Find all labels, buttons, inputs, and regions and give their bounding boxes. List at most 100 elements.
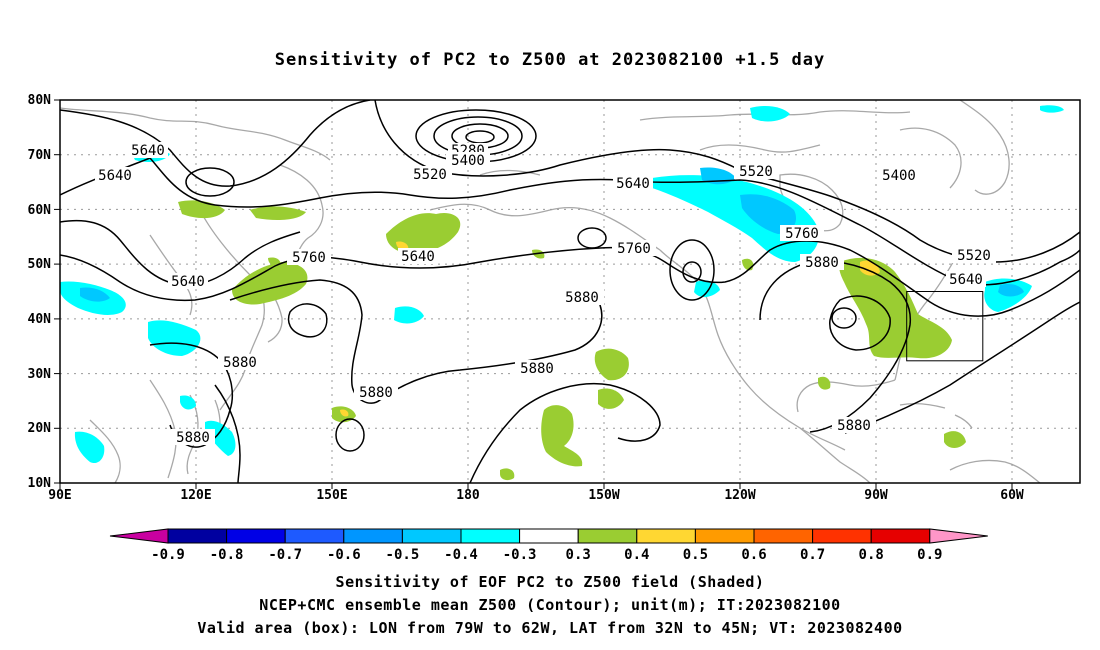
colorbar-label: -0.7 — [268, 547, 302, 563]
contour-label: 5880 — [354, 384, 398, 401]
lon-label: 90E — [48, 488, 71, 503]
colorbar-label: 0.6 — [741, 547, 766, 563]
colorbar-swatch — [519, 528, 579, 544]
svg-text:5880: 5880 — [176, 430, 210, 446]
colorbar-swatch — [753, 528, 814, 544]
lat-label: 60N — [28, 203, 52, 218]
lat-label: 30N — [28, 367, 52, 382]
svg-text:5760: 5760 — [785, 226, 819, 242]
lon-label: 120W — [724, 488, 755, 503]
contour-label: 5640 — [946, 271, 986, 288]
svg-text:5880: 5880 — [805, 255, 839, 271]
caption-line-3: Valid area (box): LON from 79W to 62W, L… — [197, 619, 903, 637]
svg-text:5880: 5880 — [520, 361, 554, 377]
negative-sensitivity-shading — [60, 105, 1064, 464]
colorbar-label: 0.4 — [624, 547, 649, 563]
map-title: Sensitivity of PC2 to Z500 at 2023082100… — [274, 50, 826, 70]
contour-label: 5640 — [95, 167, 135, 184]
colorbar-label: 0.3 — [566, 547, 591, 563]
contour-label: 5880 — [515, 360, 559, 377]
lat-label: 10N — [28, 476, 52, 491]
contour-label: 5640 — [613, 175, 653, 192]
contour-label: 5880 — [832, 417, 876, 434]
contour-label: 5880 — [560, 289, 604, 306]
colorbar-swatch — [401, 528, 462, 544]
svg-text:5880: 5880 — [359, 385, 393, 401]
tick-marks — [54, 99, 1013, 489]
svg-text:5640: 5640 — [98, 168, 132, 184]
svg-text:5520: 5520 — [413, 167, 447, 183]
svg-text:5640: 5640 — [131, 143, 165, 159]
contour-label: 5520 — [952, 247, 996, 264]
colorbar-label: -0.9 — [151, 547, 185, 563]
colorbar-label: 0.7 — [800, 547, 825, 563]
contour-label: 5760 — [612, 240, 656, 257]
colorbar-swatch — [694, 528, 755, 544]
lon-label: 150E — [316, 488, 347, 503]
lat-label: 50N — [28, 257, 52, 272]
caption-line-2: NCEP+CMC ensemble mean Z500 (Contour); u… — [259, 596, 841, 614]
colorbar-label: 0.8 — [859, 547, 884, 563]
colorbar-label: -0.4 — [444, 547, 478, 563]
svg-text:5880: 5880 — [565, 290, 599, 306]
colorbar-label: 0.5 — [683, 547, 708, 563]
contour-label: 5880 — [218, 354, 262, 371]
lon-label: 120E — [180, 488, 211, 503]
lon-label: 90W — [864, 488, 888, 503]
svg-text:5400: 5400 — [451, 153, 485, 169]
svg-text:5880: 5880 — [837, 418, 871, 434]
contour-label: 5640 — [168, 273, 208, 290]
svg-text:5520: 5520 — [739, 164, 773, 180]
caption-line-1: Sensitivity of EOF PC2 to Z500 field (Sh… — [335, 573, 765, 591]
colorbar-label: -0.8 — [210, 547, 244, 563]
longitude-labels: 90E 120E 150E 180 150W 120W 90W 60W — [48, 488, 1024, 503]
colorbar-right-arrow — [929, 528, 988, 544]
lon-label: 180 — [456, 488, 480, 503]
colorbar: -0.9 -0.8 -0.7 -0.6 -0.5 -0.4 -0.3 0.3 0.4 0.5 0.6… — [109, 528, 988, 563]
svg-text:5640: 5640 — [401, 249, 435, 265]
colorbar-label: -0.6 — [327, 547, 361, 563]
lat-label: 40N — [28, 312, 52, 327]
latitude-labels: 80N 70N 60N 50N 40N 30N 20N 10N — [28, 93, 52, 491]
contour-label: 5640 — [128, 142, 168, 159]
contour-label: 5880 — [171, 429, 215, 446]
contour-label: 5400 — [877, 167, 921, 184]
colorbar-swatch — [577, 528, 638, 544]
lon-label: 150W — [588, 488, 619, 503]
contour-labels: 5640 5640 5640 5640 5640 5640 5280 5400 … — [95, 142, 996, 446]
svg-text:5880: 5880 — [223, 355, 257, 371]
contour-label: 5520 — [408, 166, 452, 183]
colorbar-label: 0.9 — [917, 547, 942, 563]
colorbar-swatch — [460, 528, 521, 544]
colorbar-swatch — [812, 528, 872, 544]
svg-text:5640: 5640 — [171, 274, 205, 290]
lon-label: 60W — [1000, 488, 1024, 503]
colorbar-swatch — [636, 528, 696, 544]
colorbar-label: -0.5 — [386, 547, 420, 563]
colorbar-swatch — [343, 528, 403, 544]
contour-label: 5760 — [287, 249, 331, 266]
svg-text:5760: 5760 — [292, 250, 326, 266]
lat-label: 80N — [28, 93, 52, 108]
svg-text:5520: 5520 — [957, 248, 991, 264]
svg-text:5760: 5760 — [617, 241, 651, 257]
contour-label: 5520 — [734, 163, 778, 180]
svg-text:5640: 5640 — [949, 272, 983, 288]
contour-label: 5880 — [800, 254, 844, 271]
colorbar-swatch — [226, 528, 286, 544]
contour-label: 5640 — [398, 248, 438, 265]
svg-text:5400: 5400 — [882, 168, 916, 184]
contour-label: 5400 — [446, 152, 490, 169]
svg-text:5640: 5640 — [616, 176, 650, 192]
valid-area-box — [906, 291, 984, 362]
colorbar-swatch — [284, 528, 345, 544]
plot-frame — [59, 99, 1081, 484]
contour-label: 5760 — [780, 225, 824, 242]
colorbar-swatch — [870, 528, 931, 544]
colorbar-left-arrow — [109, 528, 169, 544]
lat-label: 70N — [28, 148, 52, 163]
colorbar-label: -0.3 — [503, 547, 537, 563]
colorbar-swatch — [167, 528, 228, 544]
lat-label: 20N — [28, 421, 52, 436]
